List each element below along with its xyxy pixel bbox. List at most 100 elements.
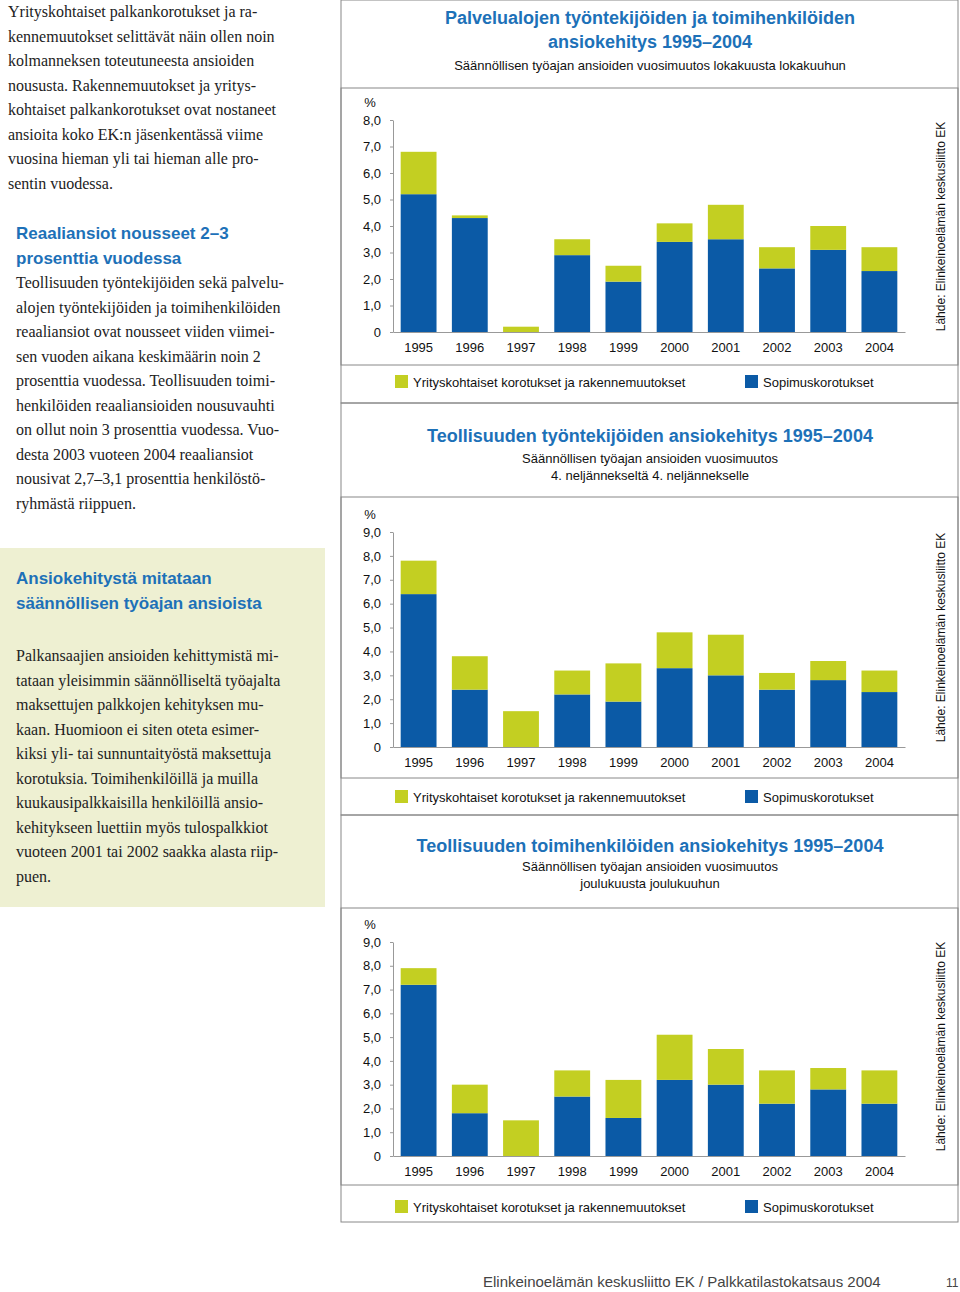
bar-segment xyxy=(605,702,641,747)
y-axis: 01,02,03,04,05,06,07,08,09,0 xyxy=(363,935,394,1164)
x-tick: 1997 xyxy=(507,332,536,355)
y-tick-mark xyxy=(390,747,393,748)
bar-segment xyxy=(503,327,539,332)
bar-segment xyxy=(810,1089,846,1156)
bar-segment xyxy=(554,255,590,332)
legend: Yrityskohtaiset korotukset ja rakennemuu… xyxy=(395,1200,874,1215)
x-tick: 2002 xyxy=(763,1156,792,1179)
y-tick-label: 7,0 xyxy=(363,572,381,587)
body-text: reaaliansiot ovat nousseet viiden viimei… xyxy=(16,323,275,340)
y-tick-mark xyxy=(390,580,393,581)
chart-panel: Palvelualojen työntekijöiden ja toimihen… xyxy=(341,0,958,403)
y-tick-mark xyxy=(390,253,393,254)
y-axis-line xyxy=(393,121,394,333)
bar-segment xyxy=(554,1097,590,1156)
bar-segment xyxy=(452,218,488,332)
y-tick-mark xyxy=(390,628,393,629)
x-tick: 1995 xyxy=(404,1156,433,1179)
bar-segment xyxy=(708,239,744,332)
x-tick-label: 2002 xyxy=(763,340,792,355)
y-tick-mark xyxy=(390,120,393,121)
bar-segment xyxy=(861,692,897,747)
legend-swatch xyxy=(745,375,758,388)
y-tick-label: 6,0 xyxy=(363,166,381,181)
y-tick-mark xyxy=(390,1108,393,1109)
y-tick: 7,0 xyxy=(363,139,393,154)
bar-segment xyxy=(759,268,795,332)
x-tick-label: 1996 xyxy=(455,340,484,355)
page: Yrityskohtaiset palkankorotukset ja ra-k… xyxy=(0,0,960,1292)
y-tick: 8,0 xyxy=(363,113,393,128)
y-tick: 0 xyxy=(374,1149,393,1164)
box-text: maksettujen palkkojen kehityksen mu- xyxy=(16,696,264,714)
bar-segment xyxy=(861,1070,897,1103)
x-tick-label: 2001 xyxy=(711,1164,740,1179)
x-tick-label: 2001 xyxy=(711,340,740,355)
y-tick-label: 1,0 xyxy=(363,1125,381,1140)
y-tick-label: 9,0 xyxy=(363,525,381,540)
bar-segment xyxy=(401,594,437,747)
x-tick-label: 2003 xyxy=(814,1164,843,1179)
x-tick-label: 2002 xyxy=(763,1164,792,1179)
x-tick: 2001 xyxy=(711,747,740,770)
info-box xyxy=(0,548,325,907)
chart-title: Teollisuuden työntekijöiden ansiokehitys… xyxy=(427,426,873,446)
bar-segment xyxy=(759,247,795,268)
x-tick-label: 1997 xyxy=(507,755,536,770)
x-tick: 2003 xyxy=(814,747,843,770)
x-tick-label: 1997 xyxy=(507,1164,536,1179)
bar-segment xyxy=(605,266,641,282)
bar-segment xyxy=(452,690,488,747)
body-text: Yrityskohtaiset palkankorotukset ja ra- xyxy=(8,3,257,21)
x-axis-line xyxy=(394,332,906,333)
y-tick: 3,0 xyxy=(363,668,393,683)
chart-subtitle: Säännöllisen työajan ansioiden vuosimuut… xyxy=(522,859,778,874)
bar-segment xyxy=(759,1070,795,1103)
y-tick-label: 1,0 xyxy=(363,716,381,731)
y-axis-label: % xyxy=(364,95,376,110)
y-tick-mark xyxy=(390,651,393,652)
bar-segment xyxy=(861,1104,897,1156)
bar-segment xyxy=(605,1080,641,1118)
bar-segment xyxy=(554,239,590,255)
body-text: kolmanneksen toteutuneesta ansioiden xyxy=(8,52,254,69)
legend-label: Yrityskohtaiset korotukset ja rakennemuu… xyxy=(413,790,686,805)
y-tick: 0 xyxy=(374,325,393,340)
bars xyxy=(401,152,898,332)
x-tick: 2000 xyxy=(660,1156,689,1179)
body-text: on ollut noin 3 prosenttia vuodessa. Vuo… xyxy=(16,421,279,439)
y-tick-mark xyxy=(390,699,393,700)
box-text: korotuksia. Toimihenkilöillä ja muilla xyxy=(16,770,258,788)
x-axis: 1995199619971998199920002001200220032004 xyxy=(394,747,906,770)
y-tick-mark xyxy=(390,1085,393,1086)
y-tick-label: 6,0 xyxy=(363,596,381,611)
box-text: puen. xyxy=(16,868,51,886)
bar-segment xyxy=(708,1049,744,1085)
body-text: sen vuoden aikana keskimäärin noin 2 xyxy=(16,348,261,365)
x-tick: 2004 xyxy=(865,747,894,770)
y-tick-label: 0 xyxy=(374,1149,381,1164)
bar-segment xyxy=(810,1068,846,1089)
y-tick-label: 3,0 xyxy=(363,668,381,683)
bar-segment xyxy=(657,223,693,242)
bar-segment xyxy=(503,1120,539,1156)
y-axis-line xyxy=(393,533,394,748)
y-tick-mark xyxy=(390,990,393,991)
y-tick: 1,0 xyxy=(363,716,393,731)
x-axis-line xyxy=(394,747,906,748)
x-tick-label: 1996 xyxy=(455,1164,484,1179)
bar-segment xyxy=(401,561,437,594)
box-text: Palkansaajien ansioiden kehittymistä mi- xyxy=(16,647,279,665)
bar-segment xyxy=(759,673,795,690)
y-tick-mark xyxy=(390,1156,393,1157)
y-tick-mark xyxy=(390,675,393,676)
bar-segment xyxy=(861,271,897,332)
y-tick-label: 4,0 xyxy=(363,644,381,659)
box-heading: säännöllisen työajan ansioista xyxy=(16,594,262,613)
bars xyxy=(401,561,898,747)
bar-segment xyxy=(605,282,641,332)
x-tick-label: 2003 xyxy=(814,755,843,770)
bar-segment xyxy=(503,711,539,747)
x-tick: 2000 xyxy=(660,332,689,355)
legend-swatch xyxy=(395,790,408,803)
